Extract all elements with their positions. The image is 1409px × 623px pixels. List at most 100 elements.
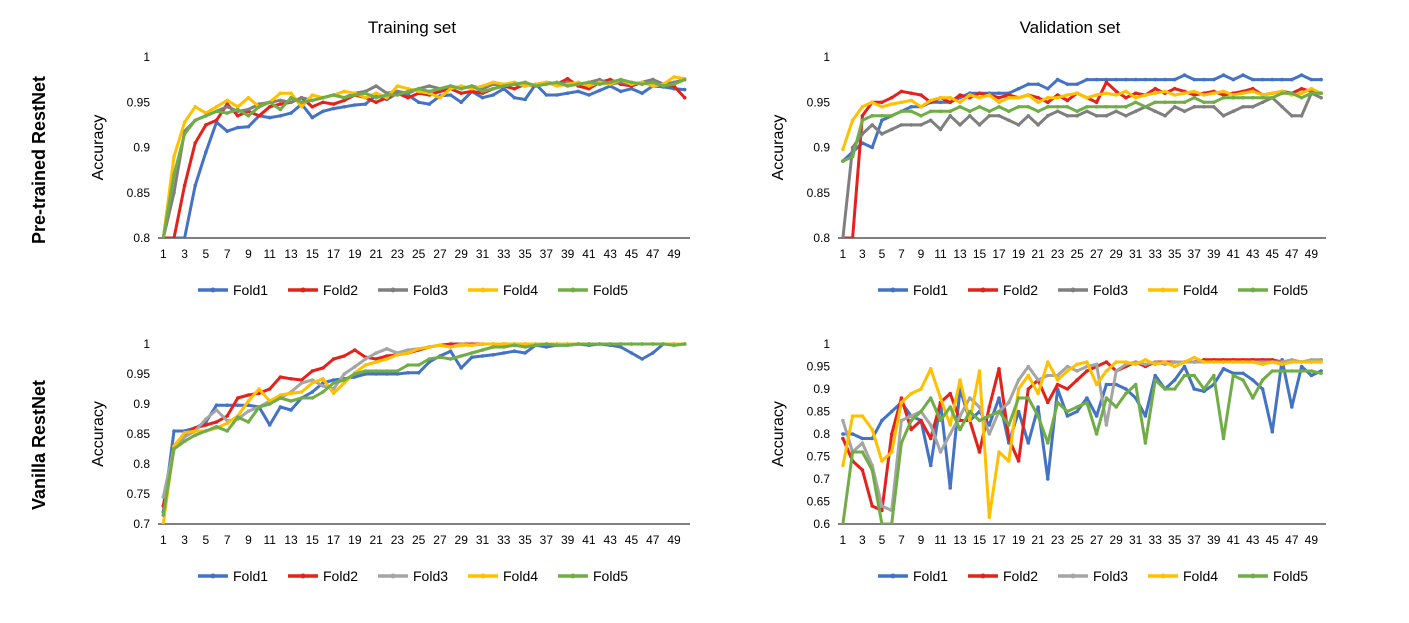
data-point-fold5 <box>416 363 421 367</box>
legend-label-fold5: Fold5 <box>1273 568 1308 584</box>
data-point-fold1 <box>289 408 293 412</box>
y-tick-label: 0.8 <box>133 231 150 245</box>
data-point-fold1 <box>278 114 283 118</box>
data-point-fold4 <box>1085 95 1089 100</box>
x-tick-label: 31 <box>476 533 490 547</box>
data-point-fold2 <box>987 405 992 409</box>
data-point-fold2 <box>1172 86 1177 91</box>
data-point-fold2 <box>1094 100 1099 105</box>
data-point-fold4 <box>1114 360 1118 364</box>
data-point-fold1 <box>1094 414 1099 418</box>
data-point-fold4 <box>438 95 442 100</box>
data-point-fold3 <box>899 418 904 423</box>
data-point-fold5 <box>182 439 187 444</box>
x-tick-label: 25 <box>1070 533 1084 547</box>
data-point-fold1 <box>850 432 855 436</box>
data-point-fold5 <box>909 109 913 114</box>
x-tick-label: 29 <box>1109 533 1123 547</box>
data-point-fold2 <box>1007 93 1011 97</box>
data-point-fold1 <box>1251 378 1255 382</box>
x-tick-label: 9 <box>245 533 252 547</box>
data-point-fold1 <box>1319 77 1323 82</box>
data-point-fold4 <box>427 345 432 349</box>
data-point-fold2 <box>331 102 336 106</box>
data-point-fold5 <box>1309 369 1314 373</box>
x-tick-label: 25 <box>1070 247 1084 261</box>
data-point-fold4 <box>342 89 347 94</box>
data-point-fold1 <box>1270 77 1275 82</box>
data-point-fold3 <box>1055 109 1060 114</box>
data-point-fold5 <box>1172 100 1177 105</box>
data-point-fold5 <box>1016 396 1021 400</box>
legend-label-fold1: Fold1 <box>233 282 268 298</box>
data-point-fold5 <box>565 343 570 348</box>
data-point-fold1 <box>1260 77 1265 82</box>
data-point-fold5 <box>512 343 517 348</box>
legend-marker-fold3 <box>390 287 396 293</box>
data-point-fold1 <box>1290 77 1294 82</box>
legend: Fold1 Fold2 Fold3 Fold4 Fold5 <box>198 568 628 584</box>
data-point-fold5 <box>480 348 485 352</box>
data-point-fold3 <box>1046 114 1050 118</box>
data-point-fold4 <box>1260 362 1265 367</box>
data-point-fold5 <box>1290 369 1294 373</box>
data-point-fold3 <box>1153 109 1157 114</box>
data-point-fold4 <box>289 391 293 396</box>
data-point-fold1 <box>363 102 368 106</box>
data-point-fold2 <box>1153 86 1157 91</box>
data-point-fold2 <box>385 354 389 358</box>
data-point-fold1 <box>236 125 240 130</box>
data-point-fold3 <box>597 77 602 82</box>
data-point-fold3 <box>363 357 368 361</box>
data-point-fold1 <box>267 423 272 427</box>
data-point-fold1 <box>1046 477 1050 481</box>
data-point-fold3 <box>958 414 962 418</box>
x-tick-label: 47 <box>1285 533 1299 547</box>
data-point-fold2 <box>860 114 865 118</box>
x-tick-label: 21 <box>369 247 383 261</box>
data-point-fold4 <box>928 98 933 103</box>
data-point-fold3 <box>938 127 943 132</box>
data-point-fold1 <box>1299 73 1304 77</box>
data-point-fold3 <box>958 123 962 127</box>
data-point-fold3 <box>928 118 933 123</box>
legend-marker-fold1 <box>890 573 896 579</box>
x-tick-label: 15 <box>306 533 320 547</box>
data-point-fold4 <box>491 80 496 85</box>
legend-marker-fold4 <box>480 287 486 293</box>
data-point-fold5 <box>363 369 368 373</box>
x-tick-label: 33 <box>497 247 511 261</box>
x-tick-label: 9 <box>918 533 925 547</box>
data-point-fold4 <box>1046 360 1050 364</box>
data-point-fold3 <box>880 504 884 508</box>
data-point-fold3 <box>870 123 874 127</box>
data-point-fold5 <box>1182 100 1187 105</box>
data-point-fold4 <box>899 100 904 105</box>
legend-marker-fold1 <box>210 573 216 579</box>
data-point-fold3 <box>395 89 400 94</box>
data-point-fold4 <box>310 381 315 385</box>
legend-marker-fold2 <box>300 287 306 293</box>
data-point-fold5 <box>299 396 304 400</box>
data-point-fold4 <box>1251 89 1255 94</box>
x-tick-label: 31 <box>1129 247 1143 261</box>
data-point-fold1 <box>406 371 410 375</box>
data-point-fold2 <box>225 414 229 418</box>
y-tick-label: 1 <box>143 337 150 351</box>
data-point-fold4 <box>977 369 982 373</box>
data-point-fold5 <box>1251 396 1255 400</box>
data-point-fold3 <box>1231 109 1236 114</box>
data-point-fold4 <box>1007 95 1011 100</box>
x-tick-label: 3 <box>859 247 866 261</box>
data-point-fold4 <box>182 120 187 124</box>
data-point-fold1 <box>1241 371 1245 376</box>
data-point-fold1 <box>1192 77 1196 82</box>
data-point-fold1 <box>512 349 517 354</box>
data-point-fold4 <box>1182 91 1187 95</box>
data-point-fold1 <box>1143 77 1148 82</box>
data-point-fold2 <box>353 348 357 352</box>
data-point-fold4 <box>1036 391 1040 396</box>
data-point-fold3 <box>1104 423 1109 427</box>
